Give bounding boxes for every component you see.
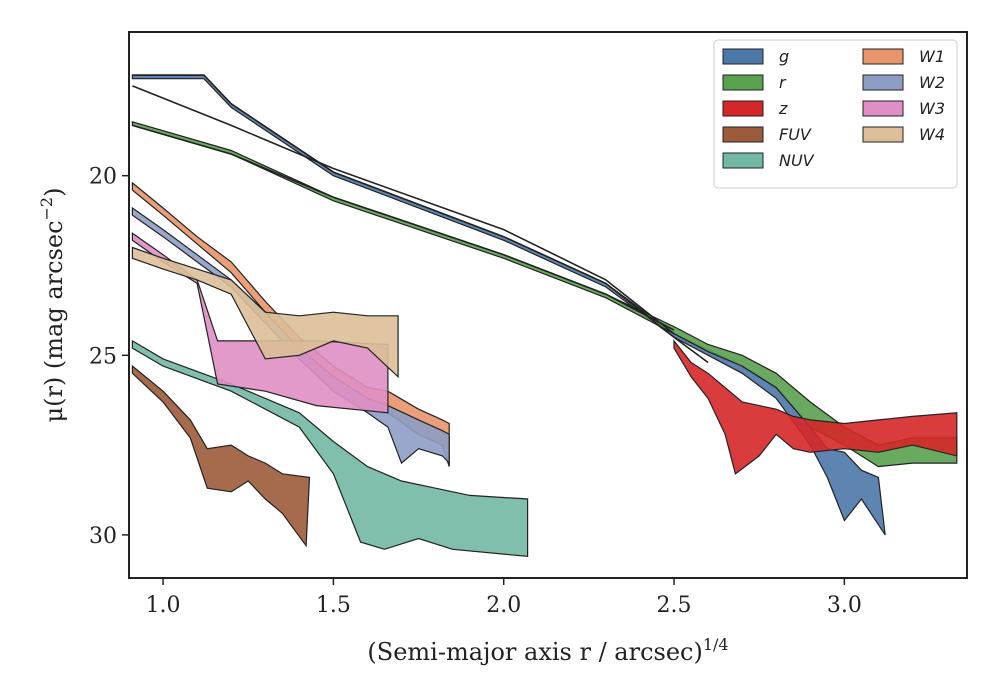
- profile-line-2: [132, 85, 675, 335]
- legend-swatch-w4: [862, 126, 904, 143]
- x-tick-label: 1.0: [146, 593, 181, 618]
- legend-label-w3: W3: [919, 99, 945, 118]
- x-tick-label: 2.5: [657, 593, 692, 618]
- legend-swatch-w1: [862, 48, 904, 65]
- legend-swatch-r: [722, 74, 764, 91]
- x-tick-label: 1.5: [316, 593, 351, 618]
- legend-label-g: g: [779, 47, 789, 66]
- legend-swatch-fuv: [722, 126, 764, 143]
- legend-label-w2: W2: [919, 73, 945, 92]
- plot-frame: [128, 31, 968, 579]
- x-axis-ticks: 1.0 1.5 2.0 2.5 3.0: [146, 578, 862, 618]
- legend-swatch-w3: [862, 100, 904, 117]
- legend-swatch-w2: [862, 74, 904, 91]
- legend-label-nuv: NUV: [779, 151, 815, 170]
- profile-line-3: [132, 124, 675, 331]
- area-fuv: [131, 364, 311, 548]
- legend: grz FUV NUV W1 W2 W3 W4: [713, 39, 958, 189]
- y-axis-ticks: 20 25 30: [89, 165, 129, 549]
- area-w4: [131, 246, 399, 379]
- y-tick-label: 25: [89, 344, 117, 369]
- legend-swatch-g: [722, 48, 764, 65]
- legend-swatch-nuv: [722, 152, 764, 169]
- x-tick-label: 2.0: [486, 593, 521, 618]
- series-areas: [131, 74, 958, 558]
- legend-label-r: r: [779, 73, 787, 92]
- x-tick-label: 3.0: [827, 593, 862, 618]
- y-axis-label: μ(r) (mag arcsec−2): [37, 188, 68, 423]
- legend-label-w1: W1: [919, 47, 945, 66]
- area-nuv: [131, 339, 529, 558]
- legend-label-z: z: [778, 99, 788, 118]
- area-z: [673, 339, 958, 475]
- legend-label-w4: W4: [919, 125, 945, 144]
- y-tick-label: 20: [89, 165, 117, 190]
- profile-line-1: [132, 74, 709, 364]
- legend-label-fuv: FUV: [779, 125, 812, 144]
- legend-swatch-z: [722, 100, 764, 117]
- profile-lines: [132, 74, 709, 364]
- y-tick-label: 30: [89, 524, 117, 549]
- x-axis-label: (Semi-major axis r / arcsec)1/4: [367, 635, 728, 666]
